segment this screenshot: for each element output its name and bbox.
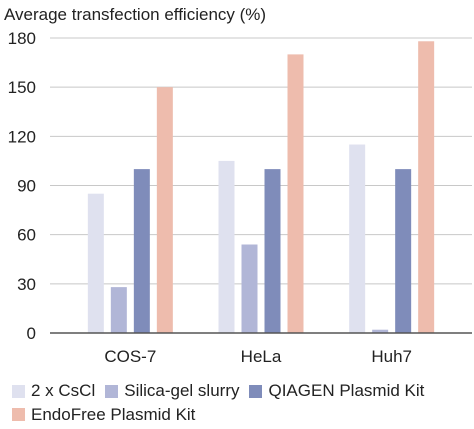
y-tick-labels: 0 30 60 90 120 150 180	[8, 29, 36, 343]
x-tick-label: COS-7	[104, 347, 156, 366]
legend-swatch	[249, 384, 263, 398]
bar-cos-7-series-3	[156, 87, 173, 334]
bar-hela-series-3	[287, 54, 304, 334]
x-tick-label: Huh7	[371, 347, 412, 366]
legend-swatch	[12, 408, 25, 421]
y-tick-label: 180	[8, 29, 36, 48]
legend-swatch	[12, 384, 25, 398]
legend-item: Silica-gel slurry	[105, 380, 239, 402]
legend-label: Silica-gel slurry	[124, 381, 240, 400]
y-tick-label: 30	[17, 275, 36, 294]
bar-huh7-series-0	[349, 144, 366, 333]
legend-item: 2 x CsCl	[12, 380, 95, 402]
bar-cos-7-series-1	[110, 287, 127, 333]
legend-label: EndoFree Plasmid Kit	[31, 404, 196, 424]
bar-huh7-series-2	[395, 169, 412, 333]
bar-huh7-series-3	[418, 41, 435, 334]
bar-cos-7-series-2	[133, 169, 150, 333]
y-tick-label: 150	[8, 78, 36, 97]
y-tick-label: 0	[27, 324, 36, 343]
y-tick-label: 90	[17, 177, 36, 196]
bar-cos-7-series-0	[87, 193, 104, 333]
legend-label: 2 x CsCl	[31, 381, 96, 400]
x-tick-label: HeLa	[241, 347, 282, 366]
y-tick-label: 60	[17, 226, 36, 245]
legend-item: QIAGEN Plasmid Kit	[249, 380, 424, 402]
bar-hela-series-1	[241, 244, 258, 333]
legend-swatch	[105, 384, 119, 398]
bars	[87, 41, 435, 334]
y-tick-label: 120	[8, 127, 36, 146]
y-axis-label: Average transfection efficiency (%)	[4, 5, 266, 24]
bar-hela-series-0	[218, 160, 235, 333]
legend-label: QIAGEN Plasmid Kit	[268, 381, 425, 400]
bar-hela-series-2	[264, 169, 281, 333]
x-tick-labels: COS-7 HeLa Huh7	[104, 347, 412, 366]
legend: 2 x CsCl Silica-gel slurry QIAGEN Plasmid …	[12, 380, 472, 427]
legend-item: EndoFree Plasmid Kit	[12, 404, 195, 426]
bar-huh7-series-1	[372, 329, 389, 333]
